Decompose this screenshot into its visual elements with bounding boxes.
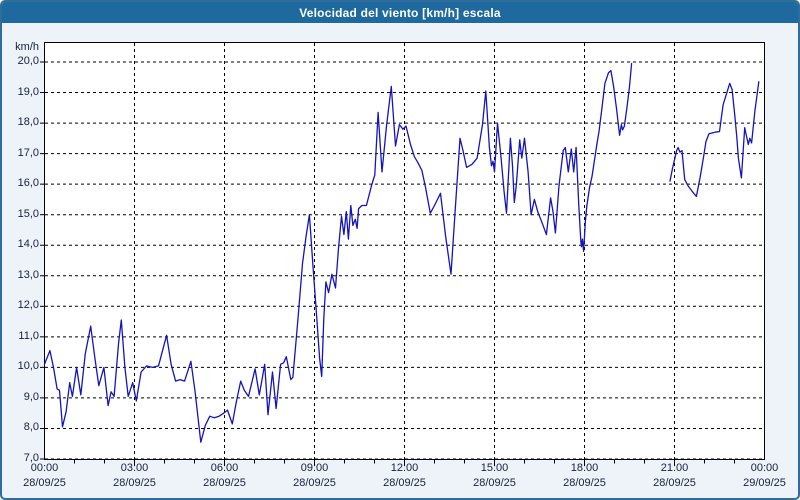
y-tick-label: 20,0 bbox=[17, 55, 39, 67]
y-tick-label: 18,0 bbox=[17, 116, 39, 129]
x-tick-label: 12:00 28/09/25 bbox=[372, 461, 438, 491]
chart-title-bar: Velocidad del viento [km/h] escala bbox=[2, 2, 798, 23]
x-tick-label: 21:00 28/09/25 bbox=[642, 461, 708, 491]
y-axis-unit-label: km/h bbox=[15, 41, 39, 53]
wind-speed-line-chart bbox=[40, 42, 765, 466]
x-tick-date: 28/09/25 bbox=[653, 477, 696, 489]
x-tick-date: 28/09/25 bbox=[203, 477, 246, 489]
x-tick-time: 00:00 bbox=[30, 462, 59, 474]
chart-title: Velocidad del viento [km/h] escala bbox=[299, 5, 501, 20]
x-tick-date: 28/09/25 bbox=[473, 477, 516, 489]
x-tick-time: 15:00 bbox=[480, 462, 509, 474]
x-tick-date: 28/09/25 bbox=[23, 477, 66, 489]
y-tick-label: 7,0 bbox=[23, 452, 39, 464]
x-tick-time: 06:00 bbox=[210, 462, 239, 474]
x-tick-date: 28/09/25 bbox=[113, 477, 156, 489]
x-tick-label: 18:00 28/09/25 bbox=[552, 461, 618, 491]
x-tick-label: 15:00 28/09/25 bbox=[462, 461, 528, 491]
x-tick-label: 03:00 28/09/25 bbox=[102, 461, 168, 491]
y-tick-label: 8,0 bbox=[23, 421, 39, 434]
x-tick-date: 28/09/25 bbox=[383, 477, 426, 489]
y-tick-label: 14,0 bbox=[17, 238, 39, 251]
x-tick-time: 09:00 bbox=[300, 462, 329, 474]
y-tick-label: 13,0 bbox=[17, 268, 39, 281]
x-tick-label: 00:00 29/09/25 bbox=[732, 461, 798, 491]
x-tick-label: 00:00 28/09/25 bbox=[12, 461, 78, 491]
plot-canvas bbox=[40, 42, 765, 466]
x-tick-date: 28/09/25 bbox=[563, 477, 606, 489]
x-tick-time: 03:00 bbox=[120, 462, 149, 474]
x-tick-time: 18:00 bbox=[570, 462, 599, 474]
y-tick-label: 10,0 bbox=[17, 360, 39, 373]
y-tick-label: 11,0 bbox=[18, 329, 39, 342]
y-tick-label: 17,0 bbox=[17, 146, 39, 159]
x-tick-date: 28/09/25 bbox=[293, 477, 336, 489]
y-tick-label: 9,0 bbox=[23, 390, 39, 403]
x-tick-date: 29/09/25 bbox=[743, 477, 786, 489]
x-tick-time: 00:00 bbox=[750, 462, 779, 474]
x-tick-time: 12:00 bbox=[390, 462, 419, 474]
y-tick-label: 15,0 bbox=[17, 207, 39, 220]
x-tick-label: 09:00 28/09/25 bbox=[282, 461, 348, 491]
y-tick-label: 19,0 bbox=[17, 85, 39, 98]
y-tick-label: 16,0 bbox=[17, 177, 39, 190]
x-tick-label: 06:00 28/09/25 bbox=[192, 461, 258, 491]
x-tick-time: 21:00 bbox=[660, 462, 689, 474]
y-tick-label: 12,0 bbox=[17, 299, 39, 312]
